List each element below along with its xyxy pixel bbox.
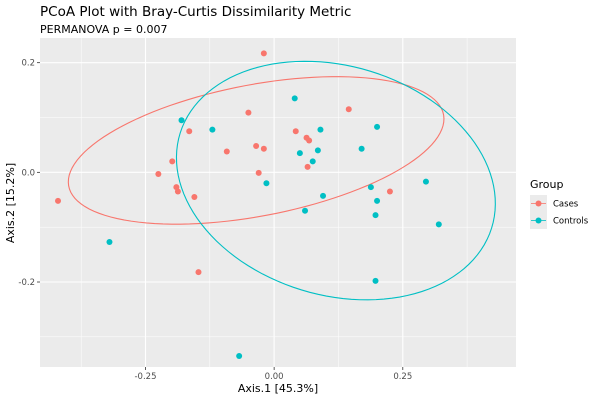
plot-panel (40, 38, 516, 367)
point-cases (191, 194, 198, 201)
point-controls (302, 207, 309, 214)
ellipses (67, 60, 496, 301)
legend-item-cases: Cases (530, 195, 579, 212)
point-cases (306, 137, 313, 144)
point-cases (223, 148, 230, 155)
x-axis-ticks: -0.25 0.00 0.25 (134, 367, 412, 382)
y-tick-label: 0.0 (21, 168, 35, 178)
point-controls (358, 145, 365, 152)
point-cases (260, 145, 267, 152)
point-cases (386, 188, 393, 195)
y-tick-label: -0.2 (18, 278, 35, 288)
x-axis-title: Axis.1 [45.3%] (238, 382, 318, 395)
x-tick-label: 0.00 (265, 372, 284, 382)
point-cases (195, 269, 202, 276)
point-controls (374, 197, 381, 204)
legend-label-controls: Controls (553, 217, 589, 227)
legend: Group Cases Controls (530, 178, 589, 229)
chart-subtitle: PERMANOVA p = 0.007 (40, 23, 167, 36)
point-cases (155, 170, 162, 177)
legend-label-cases: Cases (553, 200, 579, 210)
ellipse-controls (175, 60, 496, 301)
point-controls (317, 126, 324, 133)
point-controls (314, 147, 321, 154)
point-controls (435, 221, 442, 228)
point-controls (320, 192, 327, 199)
point-controls (372, 277, 379, 284)
point-cases (304, 163, 311, 170)
x-tick-label: 0.25 (393, 372, 412, 382)
x-tick-label: -0.25 (134, 372, 156, 382)
point-controls (422, 178, 429, 185)
y-tick-label: 0.2 (21, 59, 35, 69)
y-axis-ticks: -0.2 0.0 0.2 (18, 59, 40, 288)
point-cases (169, 158, 176, 165)
legend-key-point-controls (535, 217, 542, 224)
point-controls (263, 180, 270, 187)
point-controls (296, 150, 303, 157)
point-cases (260, 50, 267, 57)
point-controls (374, 123, 381, 130)
y-axis-title: Axis.2 [15.2%] (4, 163, 17, 243)
ellipse-cases (67, 76, 445, 225)
point-controls (291, 95, 298, 102)
points (55, 50, 442, 360)
point-cases (174, 188, 181, 195)
point-controls (106, 238, 113, 245)
point-cases (345, 106, 352, 113)
legend-key-point-cases (535, 200, 542, 207)
point-controls (372, 212, 379, 219)
point-cases (292, 128, 299, 135)
point-cases (245, 109, 252, 116)
point-controls (178, 117, 185, 124)
legend-item-controls: Controls (530, 212, 589, 229)
point-cases (186, 128, 193, 135)
chart-title: PCoA Plot with Bray-Curtis Dissimilarity… (40, 4, 351, 20)
point-cases (255, 169, 262, 176)
point-cases (253, 143, 260, 150)
point-controls (209, 126, 216, 133)
legend-title: Group (530, 178, 564, 191)
point-controls (236, 353, 243, 360)
point-controls (367, 184, 374, 191)
point-cases (55, 197, 62, 204)
grid-minor (40, 38, 516, 367)
point-controls (309, 158, 316, 165)
